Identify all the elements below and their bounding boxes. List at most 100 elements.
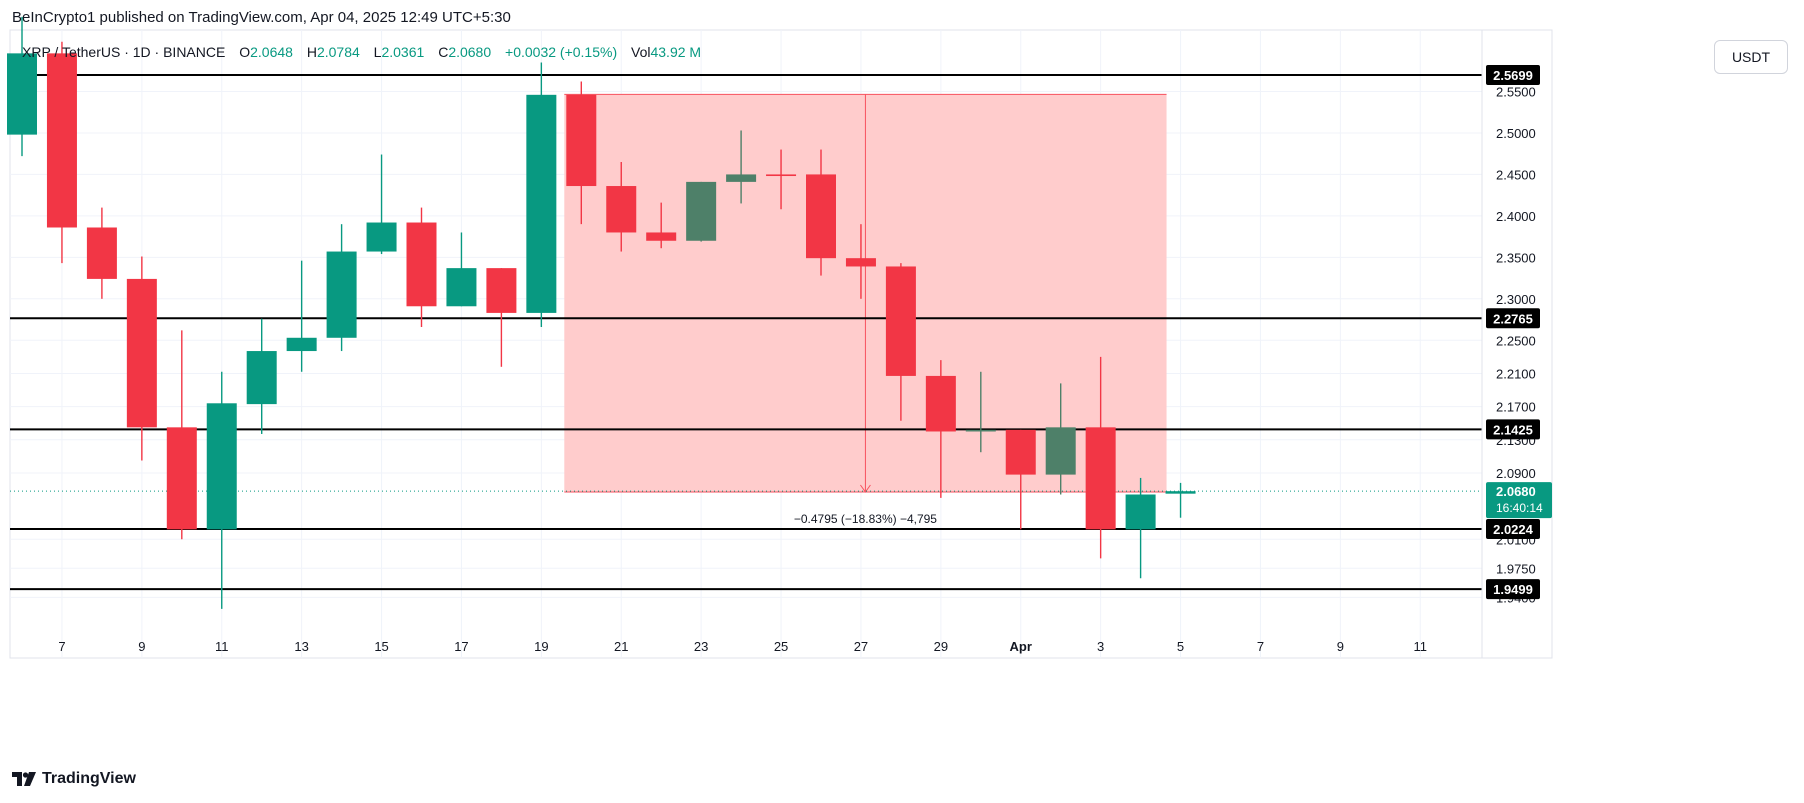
candle-body bbox=[446, 268, 477, 307]
candle bbox=[885, 263, 916, 421]
level-price-label: 2.2765 bbox=[1493, 311, 1533, 326]
candle bbox=[486, 268, 517, 367]
level-price-label: 2.1425 bbox=[1493, 422, 1533, 437]
candle-body bbox=[406, 222, 437, 307]
candle bbox=[965, 371, 996, 453]
x-tick-label: Apr bbox=[1010, 639, 1032, 654]
x-tick-label: 17 bbox=[454, 639, 468, 654]
candle-body bbox=[686, 181, 717, 241]
candle-body bbox=[965, 429, 996, 432]
countdown-label: 16:40:14 bbox=[1496, 501, 1543, 515]
legend-volume-label: Vol bbox=[631, 44, 651, 60]
y-tick-label: 2.5000 bbox=[1496, 126, 1536, 141]
candle bbox=[1125, 477, 1156, 579]
candle-body bbox=[925, 375, 956, 432]
legend-symbol[interactable]: XRP / TetherUS · 1D · BINANCE bbox=[22, 44, 226, 60]
candle bbox=[606, 161, 637, 252]
candle bbox=[126, 256, 157, 461]
ohlc-legend: XRP / TetherUS · 1D · BINANCE O2.0648 H2… bbox=[22, 44, 711, 60]
y-tick-label: 1.9750 bbox=[1496, 561, 1536, 576]
candle bbox=[326, 224, 357, 352]
level-price-tag bbox=[1486, 308, 1540, 329]
candle-body bbox=[206, 403, 237, 530]
legend-low-value: 2.0361 bbox=[381, 44, 425, 60]
price-labels-layer: 2.5699 2.2765 2.1425 2.0224 1.9499 2.0680 16:4… bbox=[1486, 65, 1552, 600]
candle bbox=[366, 154, 397, 255]
x-tick-label: 5 bbox=[1177, 639, 1184, 654]
level-price-tag bbox=[1486, 579, 1540, 600]
candle-body bbox=[86, 227, 117, 279]
y-tick-label: 2.0900 bbox=[1496, 466, 1536, 481]
candle-body bbox=[1045, 427, 1076, 475]
candle-body bbox=[1005, 429, 1036, 475]
current-price-label: 2.0680 bbox=[1496, 484, 1536, 499]
x-tick-label: 11 bbox=[1414, 639, 1428, 654]
level-price-tag bbox=[1486, 65, 1540, 85]
y-tick-label: 2.1700 bbox=[1496, 400, 1536, 415]
x-tick-label: 9 bbox=[138, 639, 145, 654]
publisher-line: BeInCrypto1 published on TradingView.com… bbox=[12, 9, 511, 26]
candle-body bbox=[286, 337, 317, 352]
candle-body bbox=[606, 186, 637, 233]
legend-high-value: 2.0784 bbox=[316, 44, 360, 60]
candle bbox=[246, 318, 277, 434]
x-tick-label: 7 bbox=[58, 639, 65, 654]
y-tick-label: 2.4000 bbox=[1496, 209, 1536, 224]
y-tick-label: 2.4500 bbox=[1496, 167, 1536, 182]
candle bbox=[1165, 482, 1196, 518]
level-price-label: 2.5699 bbox=[1493, 68, 1533, 83]
candle bbox=[646, 202, 677, 249]
y-tick-label: 2.5500 bbox=[1496, 85, 1536, 100]
candle bbox=[7, 16, 37, 157]
candle bbox=[1005, 429, 1036, 530]
candle bbox=[406, 207, 437, 328]
candle-body bbox=[1085, 427, 1116, 530]
candle-body bbox=[7, 53, 37, 135]
x-tick-label: 3 bbox=[1097, 639, 1104, 654]
candle-body bbox=[326, 251, 357, 338]
candle-body bbox=[486, 268, 517, 313]
candle bbox=[166, 330, 197, 540]
candle-body bbox=[246, 351, 277, 405]
candle bbox=[1085, 356, 1116, 559]
x-tick-label: 15 bbox=[374, 639, 388, 654]
level-price-label: 1.9499 bbox=[1493, 582, 1533, 597]
candle bbox=[446, 232, 477, 307]
currency-button[interactable]: USDT bbox=[1714, 40, 1788, 74]
level-price-label: 2.0224 bbox=[1493, 522, 1534, 537]
candle bbox=[206, 371, 237, 609]
candle-body bbox=[806, 174, 836, 259]
candle-body bbox=[46, 53, 77, 228]
legend-open-label: O bbox=[239, 44, 251, 60]
candle-body bbox=[646, 232, 677, 241]
candle bbox=[925, 360, 956, 498]
candle-body bbox=[566, 94, 597, 187]
measure-label: −0.4795 (−18.83%) −4,795 bbox=[794, 512, 937, 526]
level-price-tag bbox=[1486, 519, 1540, 539]
candle bbox=[766, 149, 797, 210]
y-tick-label: 2.3500 bbox=[1496, 250, 1536, 265]
candle-body bbox=[845, 258, 876, 267]
y-tick-label: 2.3000 bbox=[1496, 292, 1536, 307]
candle bbox=[686, 181, 717, 242]
legend-change: +0.0032 (+0.15%) bbox=[505, 44, 618, 60]
candle-body bbox=[726, 174, 757, 182]
y-tick-label: 2.2500 bbox=[1496, 333, 1536, 348]
candle-body bbox=[166, 427, 197, 530]
candle bbox=[46, 41, 77, 264]
candle bbox=[1045, 383, 1076, 495]
candle bbox=[86, 207, 117, 299]
y-tick-label: 2.2100 bbox=[1496, 366, 1536, 381]
candle-body bbox=[126, 278, 157, 428]
legend-open-value: 2.0648 bbox=[250, 44, 293, 60]
candle bbox=[526, 62, 557, 328]
tradingview-logo[interactable]: TradingView bbox=[12, 770, 136, 788]
candle bbox=[286, 260, 317, 372]
tradingview-brand: TradingView bbox=[42, 770, 136, 787]
x-tick-label: 23 bbox=[694, 639, 708, 654]
x-tick-label: 25 bbox=[774, 639, 788, 654]
x-tick-label: 7 bbox=[1257, 639, 1264, 654]
candle-body bbox=[766, 174, 797, 177]
x-tick-label: 9 bbox=[1337, 639, 1344, 654]
